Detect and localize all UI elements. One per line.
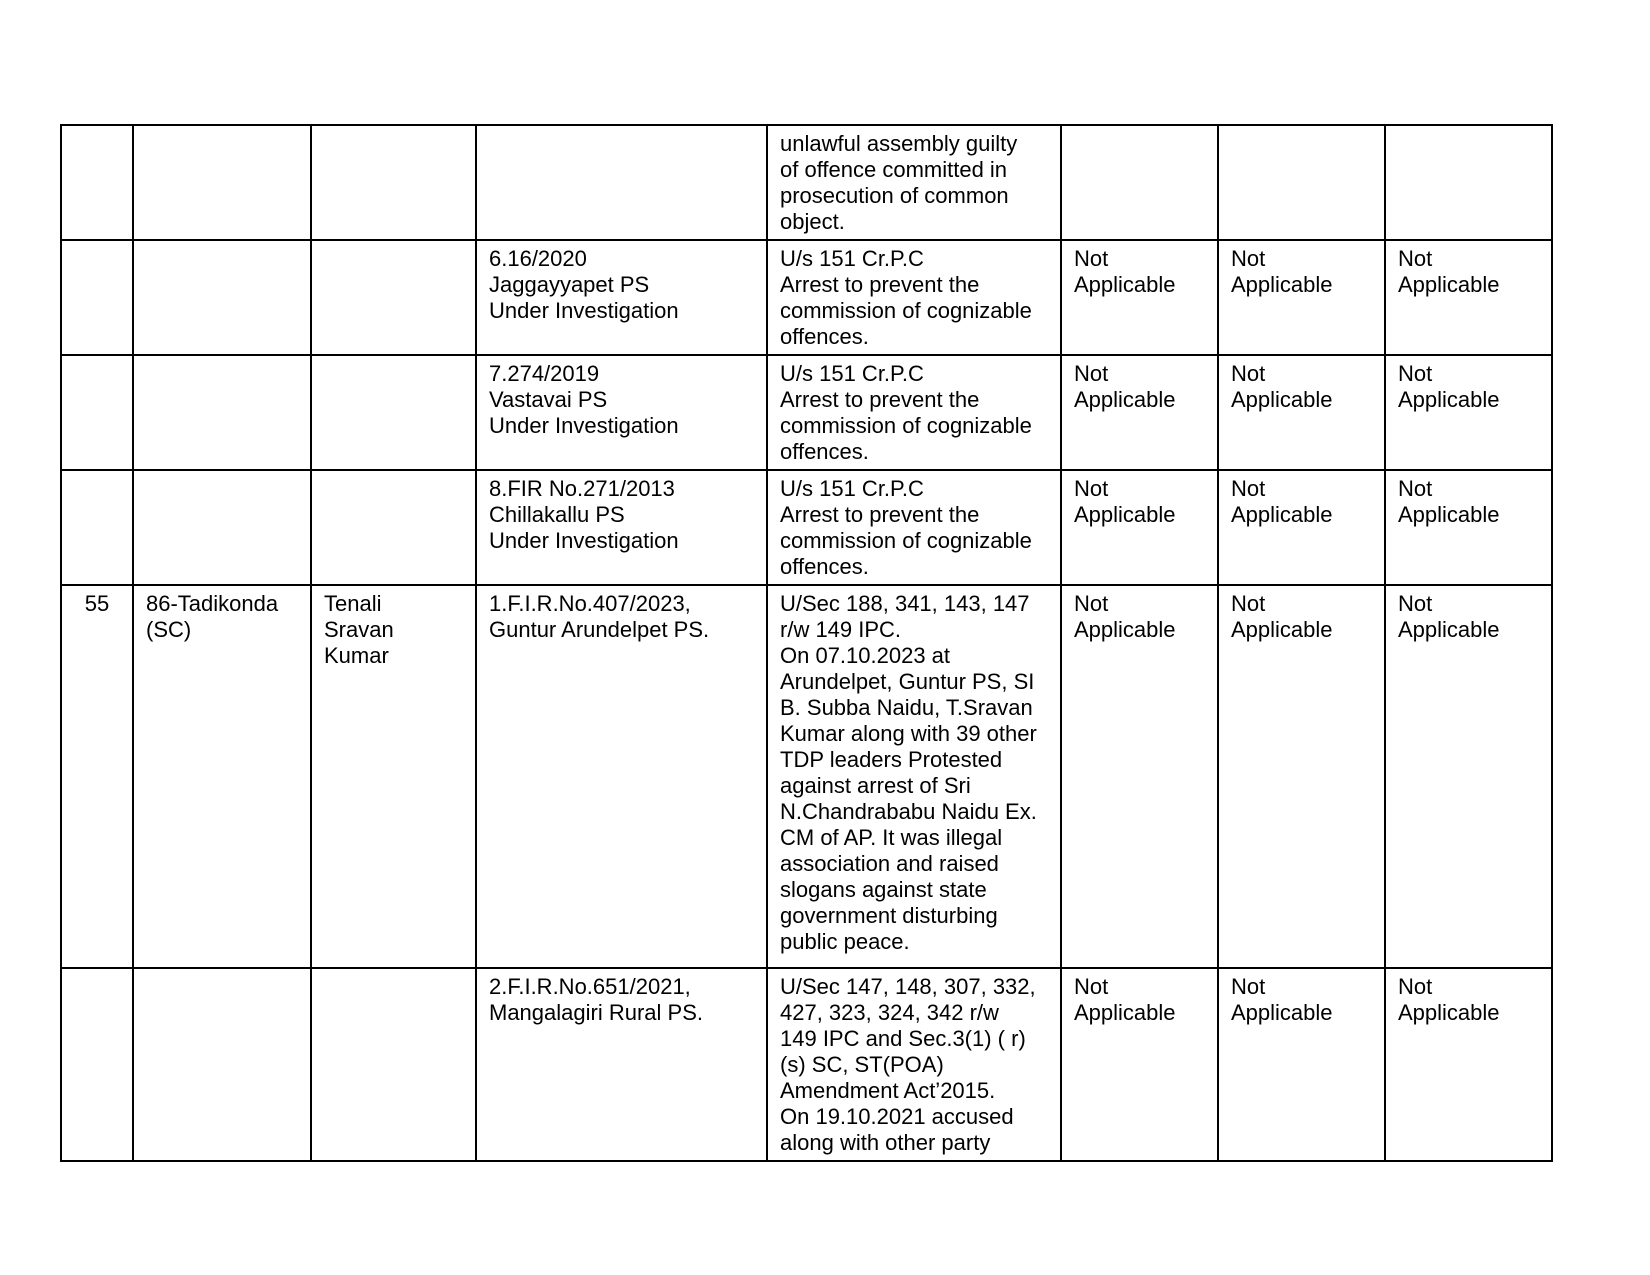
cell-case-description: unlawful assembly guilty of offence comm… (766, 124, 1062, 241)
cell-serial (60, 354, 134, 471)
cell-case-description: U/Sec 188, 341, 143, 147 r/w 149 IPC. On… (766, 584, 1062, 969)
cell-constituency: 86-Tadikonda (SC) (132, 584, 312, 969)
cell-status-3: Not Applicable (1384, 239, 1553, 356)
cell-candidate-name (310, 354, 477, 471)
cell-fir-details: 7.274/2019 Vastavai PS Under Investigati… (475, 354, 768, 471)
cell-fir-details: 2.F.I.R.No.651/2021, Mangalagiri Rural P… (475, 967, 768, 1162)
cell-fir-details: 8.FIR No.271/2013 Chillakallu PS Under I… (475, 469, 768, 586)
cell-case-description: U/s 151 Cr.P.C Arrest to prevent the com… (766, 354, 1062, 471)
cell-status-2: Not Applicable (1217, 354, 1386, 471)
cell-fir-details: 6.16/2020 Jaggayyapet PS Under Investiga… (475, 239, 768, 356)
cell-constituency (132, 239, 312, 356)
cell-candidate-name (310, 967, 477, 1162)
cell-status-2 (1217, 124, 1386, 241)
cell-candidate-name (310, 469, 477, 586)
cell-case-description: U/s 151 Cr.P.C Arrest to prevent the com… (766, 469, 1062, 586)
cell-candidate-name (310, 124, 477, 241)
cell-status-3: Not Applicable (1384, 469, 1553, 586)
cell-status-3: Not Applicable (1384, 584, 1553, 969)
cell-status-1: Not Applicable (1060, 584, 1219, 969)
cell-status-1: Not Applicable (1060, 967, 1219, 1162)
cell-fir-details: 1.F.I.R.No.407/2023, Guntur Arundelpet P… (475, 584, 768, 969)
cell-constituency (132, 469, 312, 586)
cell-candidate-name: Tenali Sravan Kumar (310, 584, 477, 969)
cell-status-1: Not Applicable (1060, 469, 1219, 586)
cell-case-description: U/s 151 Cr.P.C Arrest to prevent the com… (766, 239, 1062, 356)
cell-constituency (132, 967, 312, 1162)
cell-serial (60, 124, 134, 241)
table-row-fir-2: 2.F.I.R.No.651/2021, Mangalagiri Rural P… (60, 967, 1553, 1162)
case-details-table: unlawful assembly guilty of offence comm… (60, 124, 1553, 1162)
cell-status-3: Not Applicable (1384, 967, 1553, 1162)
cell-serial (60, 239, 134, 356)
cell-serial: 55 (60, 584, 134, 969)
cell-status-2: Not Applicable (1217, 469, 1386, 586)
cell-case-description: U/Sec 147, 148, 307, 332, 427, 323, 324,… (766, 967, 1062, 1162)
cell-serial (60, 967, 134, 1162)
cell-status-2: Not Applicable (1217, 584, 1386, 969)
cell-status-3 (1384, 124, 1553, 241)
table-row-fir-6: 6.16/2020 Jaggayyapet PS Under Investiga… (60, 239, 1553, 356)
cell-constituency (132, 354, 312, 471)
table-row-fir-7: 7.274/2019 Vastavai PS Under Investigati… (60, 354, 1553, 471)
cell-status-1 (1060, 124, 1219, 241)
cell-fir-details (475, 124, 768, 241)
cell-candidate-name (310, 239, 477, 356)
cell-status-2: Not Applicable (1217, 239, 1386, 356)
cell-status-2: Not Applicable (1217, 967, 1386, 1162)
table-row-fir-8: 8.FIR No.271/2013 Chillakallu PS Under I… (60, 469, 1553, 586)
cell-status-1: Not Applicable (1060, 354, 1219, 471)
table-row-continuation: unlawful assembly guilty of offence comm… (60, 124, 1553, 241)
cell-status-1: Not Applicable (1060, 239, 1219, 356)
table-row-candidate-55: 55 86-Tadikonda (SC) Tenali Sravan Kumar… (60, 584, 1553, 969)
cell-serial (60, 469, 134, 586)
cell-constituency (132, 124, 312, 241)
cell-status-3: Not Applicable (1384, 354, 1553, 471)
